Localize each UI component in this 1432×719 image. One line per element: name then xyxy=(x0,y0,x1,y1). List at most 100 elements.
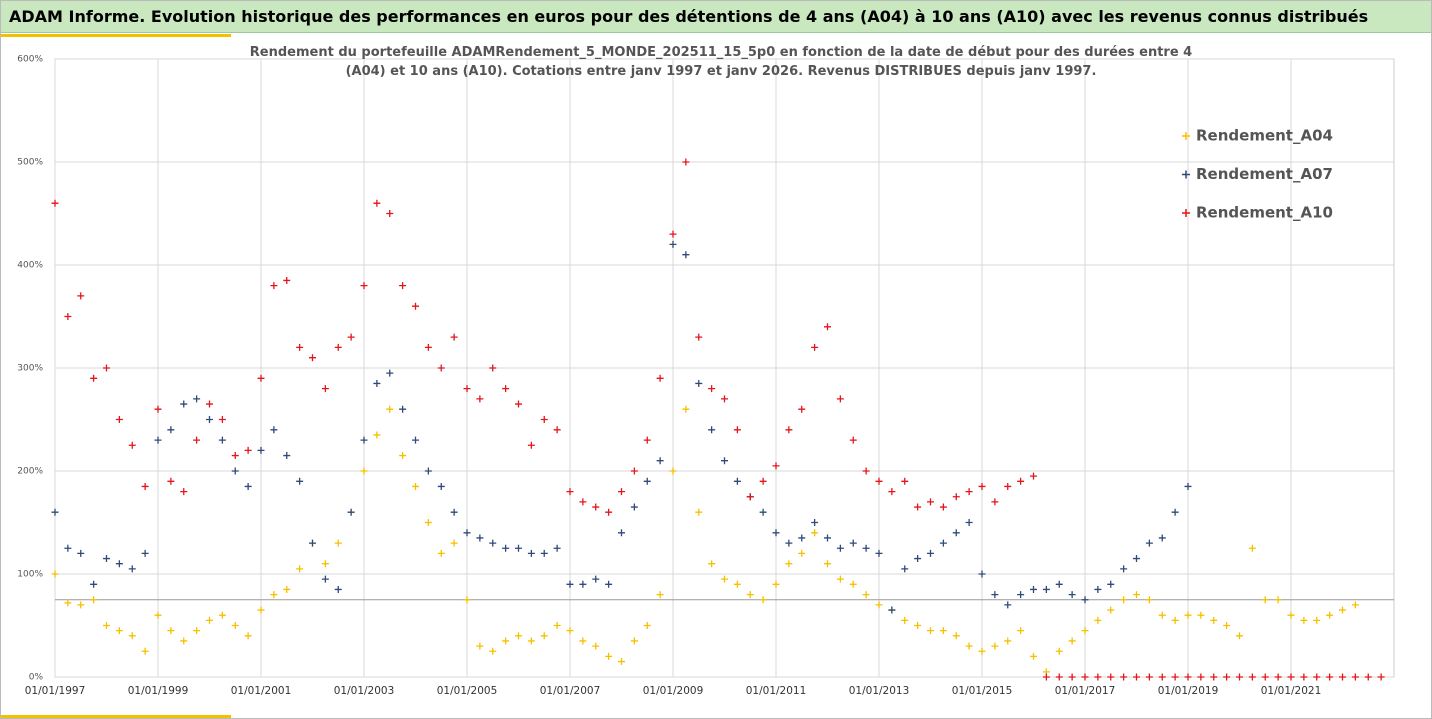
data-point xyxy=(553,426,561,434)
data-point xyxy=(553,544,561,552)
x-tick-label: 01/01/2001 xyxy=(231,685,292,697)
data-point xyxy=(927,549,934,557)
data-point xyxy=(721,395,728,403)
data-point xyxy=(669,230,677,238)
data-point xyxy=(1004,601,1012,609)
data-point xyxy=(746,591,754,599)
data-point xyxy=(309,354,316,362)
data-point xyxy=(1004,637,1012,645)
data-point xyxy=(231,622,239,629)
data-point xyxy=(656,457,664,465)
data-point xyxy=(424,467,432,475)
data-point xyxy=(708,426,716,434)
data-point xyxy=(244,446,252,454)
data-point xyxy=(1004,482,1012,490)
y-tick-label: 500% xyxy=(17,158,43,168)
data-point xyxy=(1081,673,1089,681)
data-point xyxy=(1081,596,1089,604)
data-point xyxy=(386,369,394,377)
data-point xyxy=(540,632,548,640)
data-point xyxy=(1287,611,1295,619)
data-point xyxy=(733,477,741,485)
data-point xyxy=(450,539,458,547)
data-point xyxy=(193,627,201,635)
data-point xyxy=(811,519,819,526)
data-point xyxy=(1197,611,1205,619)
data-point xyxy=(527,637,535,645)
y-tick-label: 100% xyxy=(17,570,43,580)
data-point xyxy=(824,560,831,568)
data-point xyxy=(1145,673,1153,681)
data-point xyxy=(1184,673,1192,681)
data-point xyxy=(849,539,857,547)
data-point xyxy=(1120,673,1128,681)
data-point xyxy=(437,549,445,557)
data-point xyxy=(489,364,497,372)
data-point xyxy=(309,539,316,547)
data-point xyxy=(733,580,741,588)
y-tick-label: 200% xyxy=(17,467,43,477)
data-point xyxy=(64,599,72,607)
data-point xyxy=(1197,673,1205,681)
data-point xyxy=(798,549,806,557)
legend-marker xyxy=(1182,170,1190,179)
data-point xyxy=(463,385,471,393)
data-point xyxy=(1042,585,1050,593)
data-point xyxy=(360,467,368,475)
data-point xyxy=(51,570,59,578)
data-point xyxy=(206,616,213,624)
data-point xyxy=(128,441,136,449)
data-point xyxy=(283,585,291,593)
data-point xyxy=(476,395,484,403)
data-point xyxy=(888,606,896,614)
data-point xyxy=(412,302,419,310)
data-point xyxy=(1094,673,1102,681)
data-point xyxy=(77,292,85,300)
data-point xyxy=(270,591,278,599)
data-point xyxy=(695,508,703,516)
data-point xyxy=(270,426,278,434)
data-point xyxy=(1210,616,1218,624)
data-point xyxy=(90,580,98,588)
data-point xyxy=(154,405,162,413)
data-point xyxy=(1210,673,1218,681)
data-point xyxy=(540,416,548,423)
data-point xyxy=(939,539,947,547)
data-point xyxy=(682,405,690,413)
data-point xyxy=(1184,611,1192,619)
data-point xyxy=(1364,673,1372,681)
data-point xyxy=(1055,673,1063,681)
data-point xyxy=(90,374,98,382)
data-point xyxy=(1133,555,1140,563)
legend-label: Rendement_A04 xyxy=(1196,127,1333,145)
data-point xyxy=(103,364,110,372)
data-point xyxy=(437,482,445,490)
x-tick-label: 01/01/2013 xyxy=(849,685,910,697)
data-point xyxy=(51,508,59,516)
data-point xyxy=(347,333,355,341)
data-point xyxy=(463,529,471,537)
data-point xyxy=(798,405,806,413)
data-point xyxy=(527,441,535,449)
data-point xyxy=(424,343,432,351)
data-point xyxy=(257,374,265,382)
data-point xyxy=(939,627,947,635)
data-point xyxy=(1223,622,1231,629)
data-point xyxy=(347,508,355,516)
data-point xyxy=(476,534,484,542)
data-point xyxy=(206,416,213,423)
data-point xyxy=(991,591,999,599)
y-tick-label: 0% xyxy=(29,673,44,683)
data-point xyxy=(849,436,857,444)
data-point xyxy=(927,627,934,635)
data-point xyxy=(836,544,844,552)
data-point xyxy=(682,158,690,166)
data-point xyxy=(502,385,510,393)
data-point xyxy=(746,493,754,501)
data-point xyxy=(566,488,574,496)
data-point xyxy=(849,580,857,588)
data-point xyxy=(643,436,651,444)
data-point xyxy=(424,519,432,526)
data-point xyxy=(1107,606,1115,614)
